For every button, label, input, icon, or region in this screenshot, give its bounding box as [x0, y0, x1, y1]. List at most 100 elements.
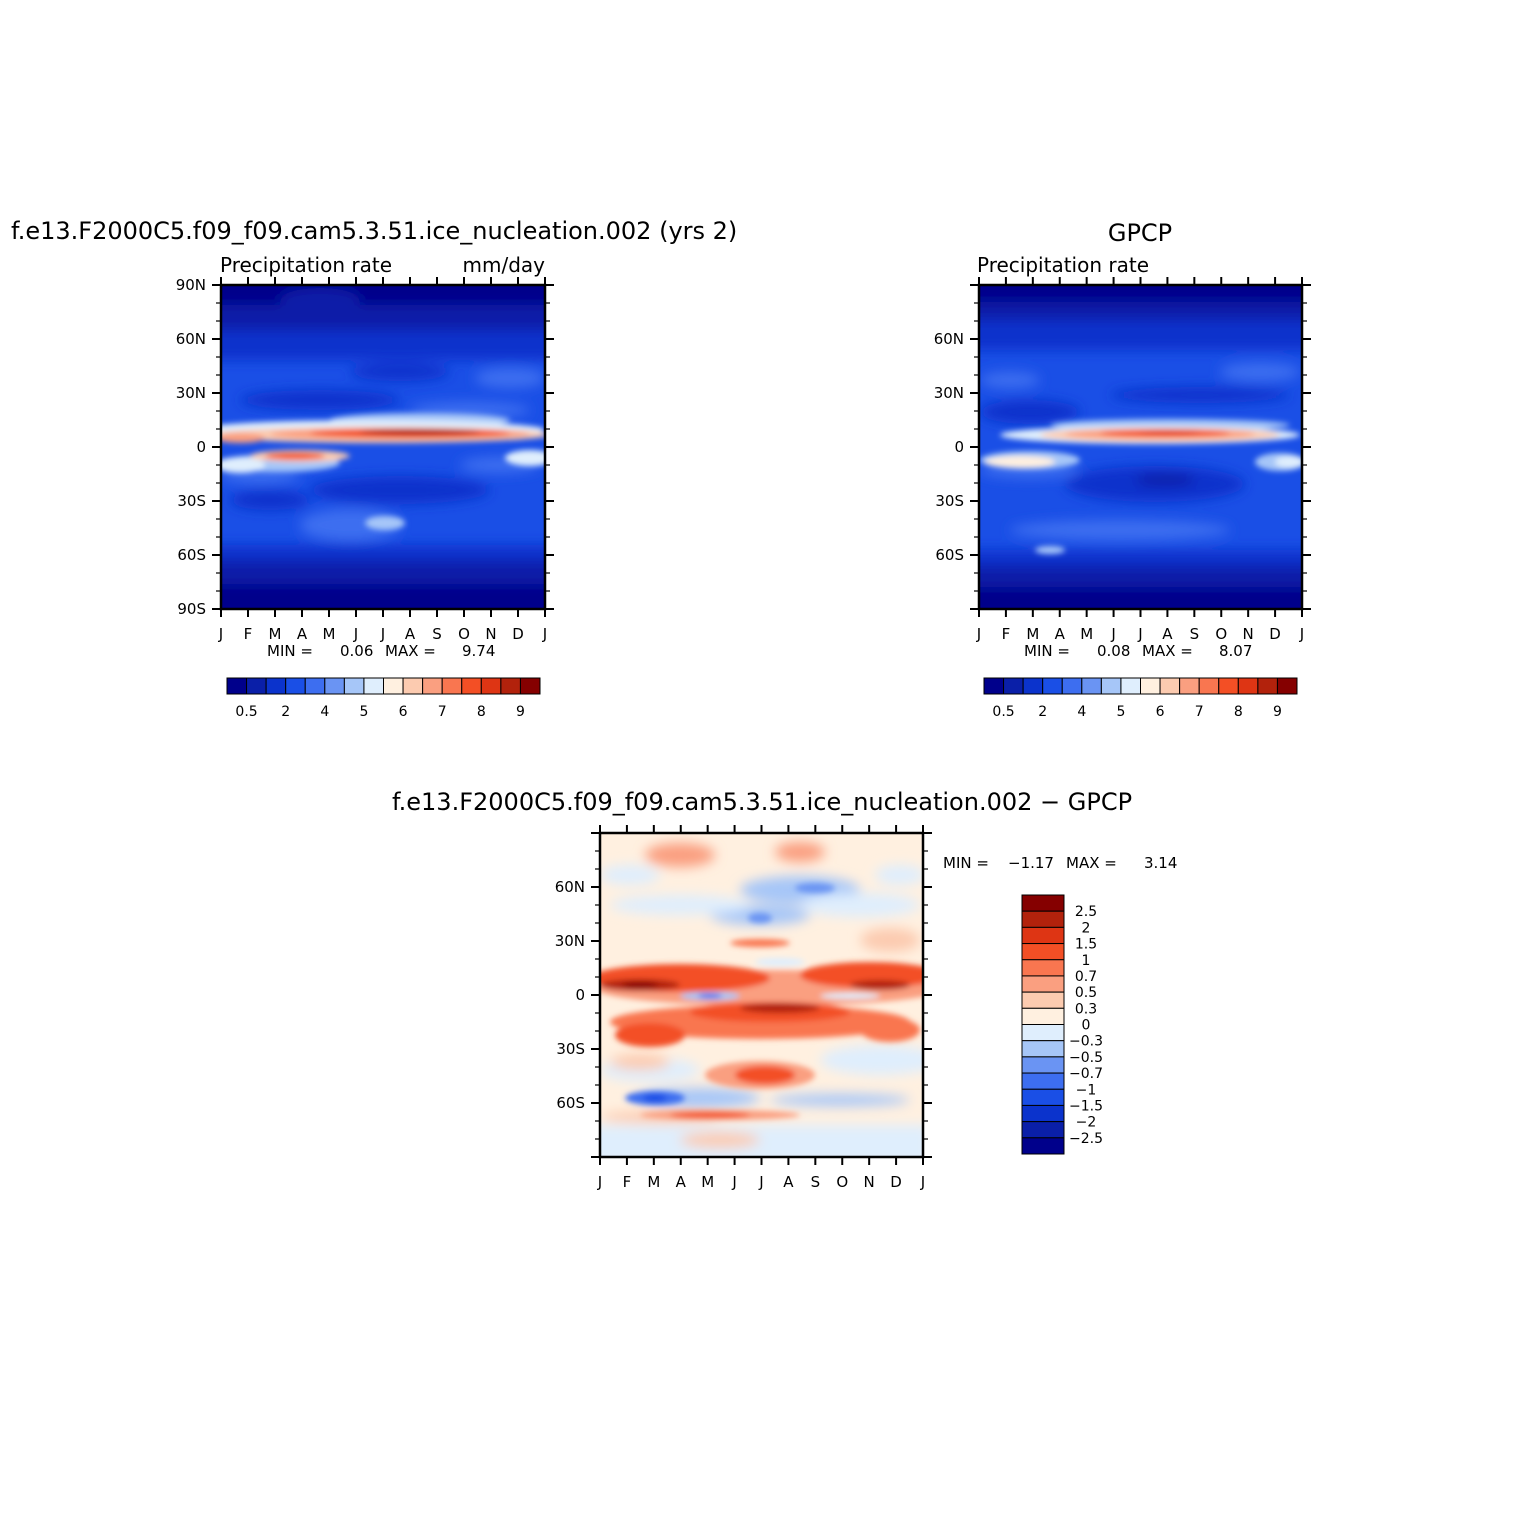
x-tick-label: S: [811, 1173, 821, 1191]
difference-field: [600, 833, 923, 1157]
colorbar-box: [1100, 677, 1122, 695]
colorbar-box: [461, 677, 482, 695]
y-tick-label: 30N: [934, 384, 964, 402]
x-tick-label: M: [269, 625, 282, 643]
difference-min-label: MIN =: [943, 854, 989, 872]
colorbar-box: [1022, 677, 1044, 695]
model-min-label: MIN =: [267, 642, 313, 660]
difference-max-label: MAX =: [1066, 854, 1117, 872]
y-tick-label: 0: [954, 438, 964, 456]
x-tick-label: A: [1162, 625, 1173, 643]
colorbar-box: [1061, 677, 1083, 695]
model-min-value: 0.06: [340, 642, 373, 660]
x-tick-label: M: [701, 1173, 714, 1191]
colorbar-label: −0.7: [1069, 1066, 1103, 1082]
colorbar-label: 4: [320, 704, 329, 720]
colorbar-box: [1021, 1024, 1065, 1042]
colorbar-label: 9: [516, 704, 525, 720]
x-tick-label: M: [1026, 625, 1039, 643]
colorbar-box: [324, 677, 345, 695]
x-tick-label: S: [432, 625, 442, 643]
x-tick-label: A: [405, 625, 416, 643]
y-tick-label: 60N: [555, 878, 585, 896]
x-tick-label: F: [623, 1173, 632, 1191]
colorbar-label: 0.5: [1075, 985, 1097, 1001]
colorbar-box: [363, 677, 384, 695]
colorbar-label: 0.5: [235, 704, 257, 720]
x-tick-label: J: [1137, 625, 1142, 643]
x-tick-label: J: [758, 1173, 763, 1191]
colorbar-box: [1218, 677, 1239, 695]
colorbar-label: 0.3: [1075, 1001, 1097, 1017]
colorbar-box: [383, 677, 404, 695]
y-tick-label: 0: [575, 986, 585, 1004]
colorbar-box: [402, 677, 424, 695]
colorbar-box: [480, 677, 502, 695]
colorbar-label: −2: [1076, 1115, 1097, 1131]
y-tick-label: 60N: [934, 330, 964, 348]
x-tick-label: M: [1080, 625, 1093, 643]
gpcp-panel: GPCP Precipitation rate: [934, 219, 1311, 720]
x-tick-label: F: [1002, 625, 1011, 643]
colorbar-box: [1159, 677, 1181, 695]
colorbar-box: [1021, 1040, 1065, 1058]
colorbar-box: [1120, 677, 1141, 695]
colorbar-box: [500, 677, 521, 695]
x-tick-label: A: [783, 1173, 794, 1191]
colorbar-box: [1021, 894, 1065, 912]
x-tick-label: N: [864, 1173, 875, 1191]
colorbar-box: [1021, 910, 1065, 928]
model-colorbar: 0.5 2 4 5 6 7 8 9: [226, 677, 541, 720]
colorbar-box: [304, 677, 326, 695]
colorbar-box: [1021, 943, 1065, 961]
colorbar-box: [983, 677, 1005, 695]
gpcp-field: [979, 285, 1302, 609]
colorbar-box: [265, 677, 287, 695]
model-panel: f.e13.F2000C5.f09_f09.cam5.3.51.ice_nucl…: [11, 217, 737, 720]
gpcp-min-label: MIN =: [1024, 642, 1070, 660]
y-tick-label: 60S: [177, 546, 206, 564]
x-tick-label: S: [1190, 625, 1200, 643]
colorbar-box: [441, 677, 463, 695]
colorbar-label: −1.5: [1069, 1098, 1103, 1114]
gpcp-left-label: Precipitation rate: [977, 253, 1149, 277]
x-tick-label: J: [731, 1173, 736, 1191]
difference-colorbar: 2.521.510.70.50.30−0.3−0.5−0.7−1−1.5−2−2…: [1021, 894, 1103, 1155]
colorbar-label: 7: [438, 704, 447, 720]
colorbar-label: 2.5: [1075, 904, 1097, 920]
x-tick-label: J: [218, 625, 223, 643]
colorbar-label: 2: [1082, 920, 1091, 936]
colorbar-box: [1021, 926, 1065, 945]
colorbar-box: [246, 677, 267, 695]
difference-min-value: −1.17: [1008, 854, 1054, 872]
model-title: f.e13.F2000C5.f09_f09.cam5.3.51.ice_nucl…: [11, 217, 737, 245]
colorbar-box: [1021, 1137, 1065, 1155]
colorbar-box: [1003, 677, 1024, 695]
colorbar-box: [1257, 677, 1278, 695]
colorbar-box: [1198, 677, 1220, 695]
colorbar-label: 5: [1116, 704, 1125, 720]
y-tick-label: 60N: [176, 330, 206, 348]
colorbar-box: [422, 677, 443, 695]
y-tick-label: 30S: [177, 492, 206, 510]
colorbar-label: 0.5: [992, 704, 1014, 720]
x-tick-label: J: [920, 1173, 925, 1191]
colorbar-box: [1021, 1104, 1065, 1123]
colorbar-label: 1: [1082, 953, 1091, 969]
model-left-label: Precipitation rate: [220, 253, 392, 277]
gpcp-colorbar: 0.5 2 4 5 6 7 8 9: [983, 677, 1298, 720]
x-tick-label: J: [1299, 625, 1304, 643]
colorbar-box: [285, 677, 306, 695]
gpcp-title: GPCP: [1108, 219, 1172, 247]
colorbar-box: [1140, 677, 1161, 695]
gpcp-min-value: 0.08: [1097, 642, 1130, 660]
y-tick-label: 30S: [556, 1040, 585, 1058]
x-tick-label: J: [976, 625, 981, 643]
model-max-label: MAX =: [385, 642, 436, 660]
colorbar-label: 2: [281, 704, 290, 720]
colorbar-label: 9: [1273, 704, 1282, 720]
colorbar-label: −2.5: [1069, 1131, 1103, 1147]
x-tick-label: O: [1215, 625, 1227, 643]
colorbar-box: [1021, 975, 1065, 993]
